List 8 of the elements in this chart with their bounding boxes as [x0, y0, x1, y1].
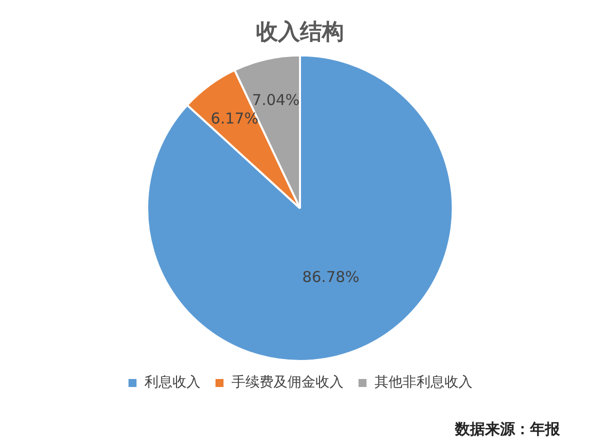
source-note: 数据来源：年报 — [455, 420, 560, 439]
legend-label: 手续费及佣金收入 — [232, 374, 344, 391]
chart-title: 收入结构 — [256, 20, 344, 45]
legend-label: 其他非利息收入 — [374, 374, 472, 391]
data-label: 7.04% — [252, 90, 300, 109]
legend-label: 利息收入 — [144, 374, 200, 391]
data-label: 6.17% — [210, 110, 258, 128]
data-label: 86.78% — [302, 268, 360, 286]
